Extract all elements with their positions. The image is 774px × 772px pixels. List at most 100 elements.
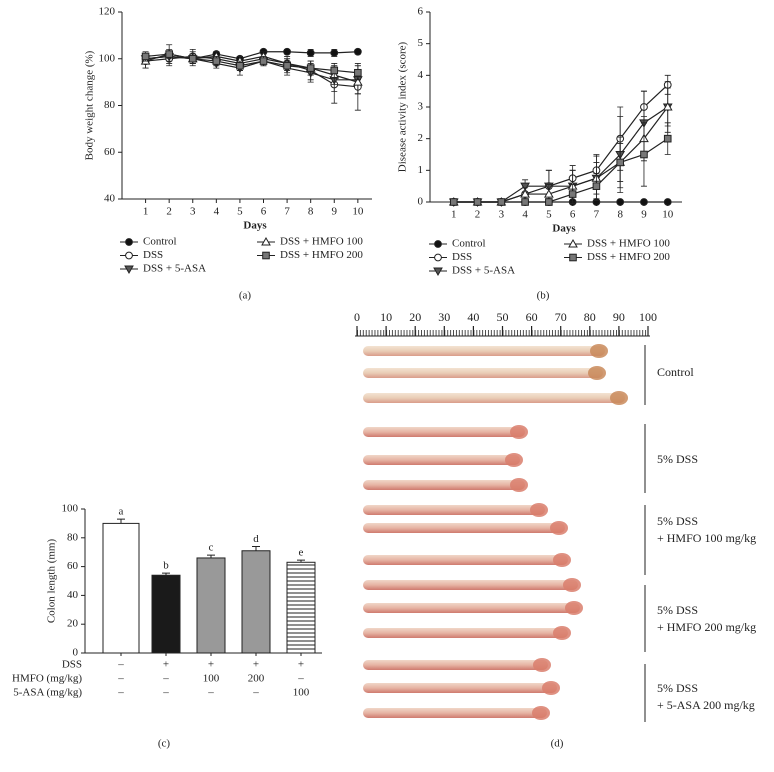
legend-label: DSS + 5-ASA <box>452 265 515 277</box>
significance-letter: b <box>163 560 169 572</box>
marker <box>663 134 672 143</box>
panel-label: (a) <box>239 290 252 302</box>
ruler-label: 70 <box>555 310 567 324</box>
marker <box>259 57 268 65</box>
ruler-label: 60 <box>526 310 538 324</box>
legend-label: DSS + HMFO 100 <box>280 236 363 248</box>
marker <box>662 101 673 111</box>
legend-marker <box>434 253 442 262</box>
group-label: 5% DSS <box>657 603 698 617</box>
colon-specimen <box>363 346 605 356</box>
bar <box>151 574 181 654</box>
table-cell: – <box>252 687 259 699</box>
table-row-label: 5-ASA (mg/kg) <box>13 687 82 699</box>
significance-letter: d <box>253 533 259 545</box>
ruler-label: 50 <box>497 310 509 324</box>
y-tick-label: 80 <box>67 531 79 543</box>
legend-marker <box>124 265 134 275</box>
table-cell: – <box>117 659 124 671</box>
ruler-label: 80 <box>584 310 596 324</box>
group-label: + HMFO 200 mg/kg <box>657 620 756 634</box>
group-label: 5% DSS <box>657 452 698 466</box>
bar <box>102 522 140 654</box>
colon-end <box>505 453 523 467</box>
ruler-label: 20 <box>409 310 421 324</box>
colon-specimen <box>363 368 603 378</box>
marker <box>616 198 625 206</box>
ruler-label: 0 <box>354 310 360 324</box>
x-tick-label: 10 <box>662 209 674 221</box>
y-tick-label: 40 <box>67 589 79 601</box>
ruler-label: 100 <box>639 310 657 324</box>
marker <box>306 49 315 57</box>
marker <box>616 158 624 167</box>
marker <box>521 198 529 206</box>
legend-marker <box>262 251 270 260</box>
significance-letter: a <box>119 506 124 518</box>
x-tick-label: 1 <box>451 209 457 221</box>
significance-letter: e <box>299 547 304 559</box>
error-bar <box>207 554 215 558</box>
legend-label: DSS <box>452 251 472 263</box>
colon-end <box>588 366 606 380</box>
x-tick-label: 3 <box>190 206 196 218</box>
x-tick-label: 10 <box>352 206 364 218</box>
colon-specimen <box>363 455 520 465</box>
bar <box>196 557 226 654</box>
marker <box>520 182 530 192</box>
table-cell: – <box>207 687 214 699</box>
table-cell: + <box>163 659 169 671</box>
legend-marker <box>125 251 133 260</box>
y-tick-label: 20 <box>67 618 79 630</box>
group-label: + 5-ASA 200 mg/kg <box>657 698 755 712</box>
y-tick-label: 1 <box>418 164 424 176</box>
x-tick-label: 5 <box>237 206 243 218</box>
bar <box>241 550 271 654</box>
y-tick-label: 0 <box>73 647 79 659</box>
table-row-label: DSS <box>62 659 82 671</box>
table-cell: 100 <box>203 673 220 685</box>
x-tick-label: 7 <box>284 206 290 218</box>
table-cell: + <box>208 659 214 671</box>
x-tick-label: 4 <box>214 206 220 218</box>
colon-specimen <box>363 505 545 515</box>
colon-end <box>532 706 550 720</box>
colon-end <box>563 578 581 592</box>
panel-label: (d) <box>551 738 564 750</box>
legend-label: DSS + HMFO 200 <box>280 249 363 261</box>
error-bar <box>162 572 170 576</box>
series-line <box>453 138 669 203</box>
legend-label: DSS + 5-ASA <box>143 263 206 275</box>
y-tick-label: 100 <box>99 52 116 64</box>
legend-label: Control <box>143 236 177 248</box>
x-tick-label: 9 <box>332 206 338 218</box>
colon-specimen <box>363 480 525 490</box>
series-line <box>453 84 669 203</box>
y-tick-label: 4 <box>418 69 424 81</box>
legend-marker <box>568 238 578 248</box>
legend-label: DSS + HMFO 200 <box>587 251 670 263</box>
colon-specimen <box>363 660 548 670</box>
colon-specimen <box>363 603 580 613</box>
series-line <box>145 55 358 81</box>
legend-marker <box>434 240 442 248</box>
y-axis-label: Body weight change (%) <box>84 50 96 160</box>
colon-end <box>533 658 551 672</box>
series-line <box>453 106 669 203</box>
marker <box>520 189 530 198</box>
marker <box>640 198 648 206</box>
legend-marker <box>125 238 133 246</box>
colon-end <box>530 503 548 517</box>
colon-end <box>610 391 628 405</box>
legend-marker <box>433 267 443 277</box>
colon-end <box>510 425 528 439</box>
marker <box>568 190 577 198</box>
colon-specimen <box>363 708 547 718</box>
marker <box>353 47 362 56</box>
table-cell: – <box>162 673 169 685</box>
table-cell: – <box>297 673 304 685</box>
table-cell: 100 <box>293 687 310 699</box>
colon-end <box>553 553 571 567</box>
y-tick-label: 120 <box>99 6 116 18</box>
